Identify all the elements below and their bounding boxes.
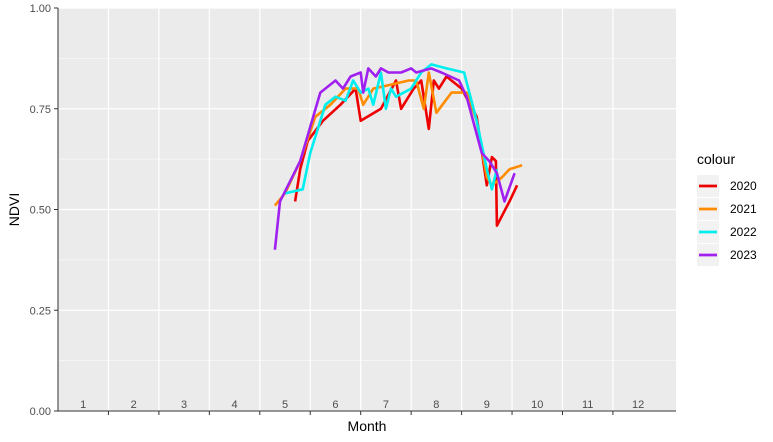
y-tick-label: 0.75 [30, 104, 51, 116]
x-tick-label: 6 [332, 399, 338, 411]
x-tick-label: 9 [484, 399, 490, 411]
legend-label-2023: 2023 [730, 248, 757, 262]
x-tick-label: 2 [131, 399, 137, 411]
x-tick-label: 4 [232, 399, 238, 411]
series-lines [273, 63, 523, 250]
x-axis [58, 410, 676, 415]
legend-label-2020: 2020 [730, 179, 757, 193]
x-tick-label: 3 [181, 399, 187, 411]
y-tick-label: 0.25 [30, 305, 51, 317]
legend-label-2021: 2021 [730, 202, 757, 216]
x-tick-labels: 1 2 3 4 5 6 7 8 9 10 11 12 [80, 399, 644, 411]
x-tick-label: 10 [531, 399, 543, 411]
x-tick-label: 5 [282, 399, 288, 411]
series-line-2022 [284, 63, 499, 195]
y-axis-title: NDVI [6, 193, 22, 226]
series-line-2023 [273, 67, 516, 250]
x-tick-label: 11 [582, 399, 593, 411]
legend-title: colour [697, 151, 735, 167]
y-axis: 0.00 0.25 0.50 0.75 1.00 [30, 3, 59, 418]
y-tick-label: 1.00 [30, 3, 51, 15]
x-axis-title: Month [348, 418, 387, 434]
x-tick-label: 7 [383, 399, 389, 411]
legend: colour 2020 2021 2022 2023 [697, 151, 757, 266]
x-tick-label: 1 [80, 399, 86, 411]
y-tick-label: 0.50 [30, 205, 51, 217]
y-tick-label: 0.00 [30, 406, 51, 418]
legend-label-2022: 2022 [730, 225, 757, 239]
x-tick-label: 12 [632, 399, 644, 411]
x-tick-label: 8 [433, 399, 439, 411]
